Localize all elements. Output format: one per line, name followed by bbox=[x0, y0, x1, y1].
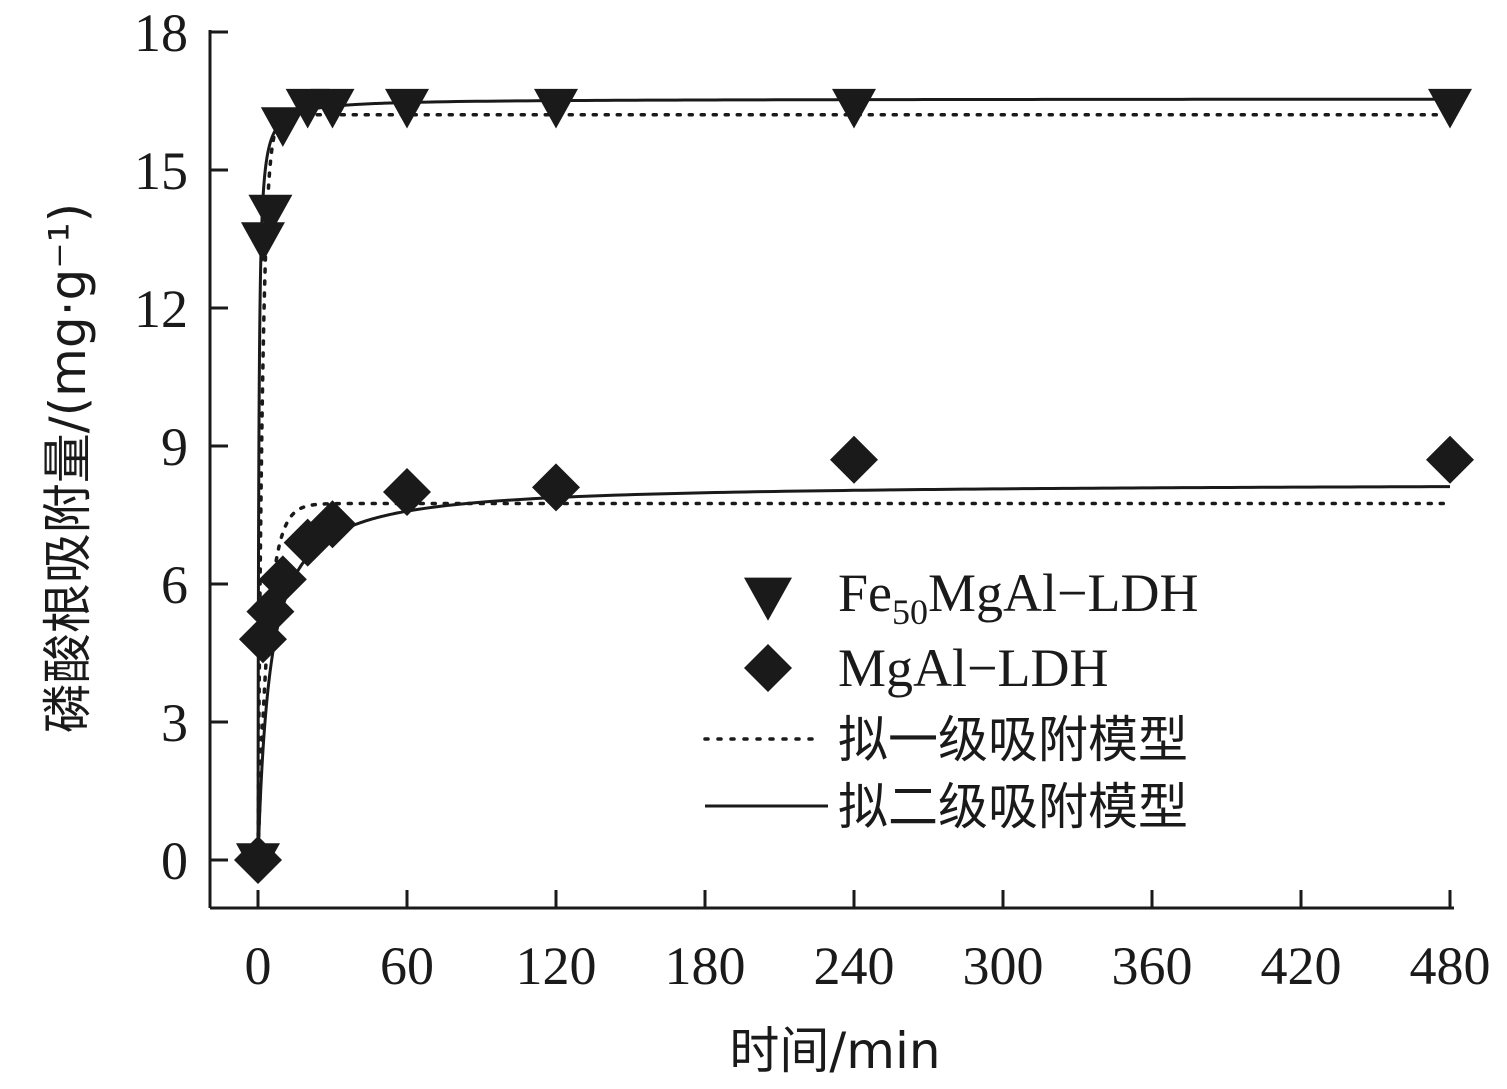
legend-label-pso: 拟二级吸附模型 bbox=[838, 778, 1188, 836]
diamond-point bbox=[383, 468, 431, 516]
legend-diamond-marker bbox=[744, 644, 792, 692]
pfo-curve-0 bbox=[256, 113, 1452, 862]
y-tick-label: 6 bbox=[161, 555, 188, 615]
x-tick-label: 360 bbox=[1112, 936, 1193, 996]
triangle-point bbox=[260, 107, 305, 147]
pso-curve-1 bbox=[256, 485, 1451, 861]
x-tick-label: 120 bbox=[516, 936, 597, 996]
triangle-point bbox=[385, 88, 429, 129]
diamond-point bbox=[234, 836, 282, 884]
y-tick-label: 15 bbox=[134, 141, 188, 201]
data-markers bbox=[234, 88, 1474, 884]
y-tick-label: 3 bbox=[161, 693, 188, 753]
triangle-point bbox=[1428, 88, 1472, 129]
x-tick-label: 240 bbox=[814, 936, 895, 996]
diamond-point bbox=[830, 435, 878, 484]
triangle-point bbox=[248, 194, 293, 235]
x-tick-label: 180 bbox=[665, 936, 746, 996]
x-tick-label: 0 bbox=[245, 936, 272, 996]
diamond-point bbox=[308, 500, 357, 549]
x-axis-title: 时间/min bbox=[729, 1022, 940, 1080]
y-tick-label: 0 bbox=[161, 831, 188, 891]
legend-label-fe50: Fe50MgAl−LDH bbox=[838, 563, 1198, 632]
diamond-point bbox=[258, 555, 307, 604]
diamond-point bbox=[1426, 435, 1474, 484]
x-tick-label: 480 bbox=[1410, 936, 1491, 996]
diamond-point bbox=[532, 463, 580, 512]
triangle-point bbox=[832, 88, 876, 129]
triangle-point bbox=[240, 222, 285, 262]
x-tick-label: 420 bbox=[1261, 936, 1342, 996]
triangle-point bbox=[534, 88, 578, 129]
triangle-point bbox=[310, 88, 355, 129]
legend-label-pfo: 拟一级吸附模型 bbox=[838, 711, 1188, 769]
legend-label-mgal: MgAl−LDH bbox=[838, 638, 1108, 698]
pso-curve-0 bbox=[256, 97, 1450, 861]
y-tick-label: 12 bbox=[134, 279, 188, 339]
x-tick-label: 300 bbox=[963, 936, 1044, 996]
legend-triangle-marker bbox=[744, 577, 792, 621]
y-tick-label: 9 bbox=[161, 417, 188, 477]
x-tick-label: 60 bbox=[380, 936, 434, 996]
y-tick-label: 18 bbox=[134, 3, 188, 63]
y-axis-title: 磷酸根吸附量/(mg·g⁻¹) bbox=[39, 203, 97, 733]
